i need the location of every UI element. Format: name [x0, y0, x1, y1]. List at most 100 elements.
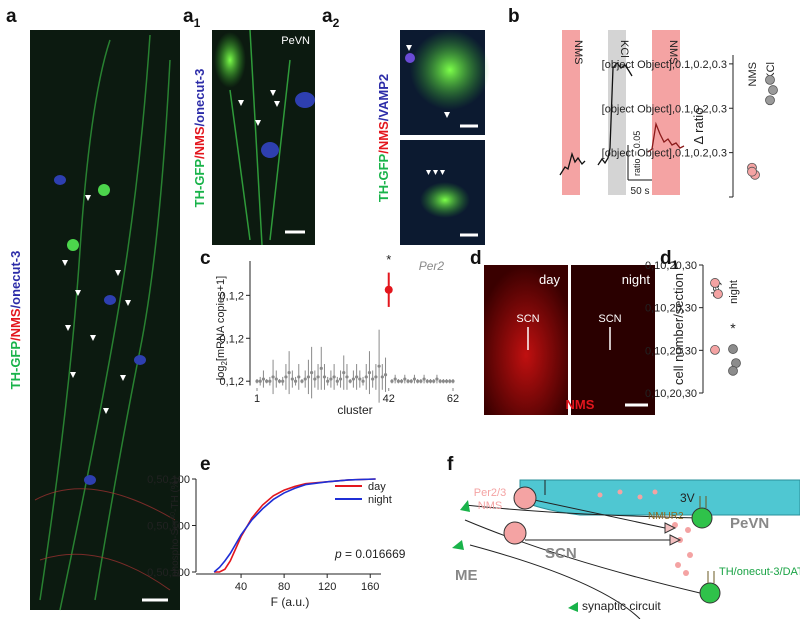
image-d: day night SCN SCN NMS	[484, 265, 655, 415]
point	[284, 375, 288, 379]
y-tick-label: 0,1,2	[220, 376, 244, 388]
legend-label: night	[368, 494, 392, 506]
point	[265, 379, 269, 383]
point	[342, 371, 346, 375]
region-label: ME	[455, 567, 478, 584]
point	[329, 377, 333, 381]
cell-label: TH/onecut-3/DAT	[719, 566, 800, 578]
panel-label: c	[200, 248, 211, 269]
point	[765, 95, 775, 106]
point	[444, 379, 449, 383]
stain-label: TH-GFP/NMS/VAMP2	[376, 74, 391, 202]
x-axis-label: F (a.u.)	[271, 595, 310, 609]
point	[406, 379, 410, 383]
point	[300, 379, 304, 383]
annotation: p = 0.016669	[334, 547, 406, 561]
point	[435, 377, 439, 381]
stain-label: TH-GFP/NMS/onecut-3	[8, 251, 23, 390]
point	[255, 379, 259, 383]
image-a2	[400, 30, 490, 245]
point	[364, 375, 368, 379]
point	[367, 371, 372, 375]
point	[425, 379, 429, 383]
cell-label: Per2/3	[474, 487, 506, 499]
point	[710, 278, 720, 288]
time-label: day	[539, 272, 560, 287]
x-axis-label: cluster	[337, 403, 372, 417]
x-tick-label: 1	[254, 393, 260, 405]
panel-label: e	[200, 454, 211, 475]
point	[765, 74, 775, 85]
point	[358, 377, 362, 381]
point	[451, 379, 455, 383]
y-tick-label: [object Object],0.1,0.2,0.3	[602, 103, 727, 115]
category-label: NMS	[747, 62, 759, 86]
point	[322, 375, 327, 379]
series-line	[213, 478, 376, 573]
stain-label: NMS	[566, 397, 595, 412]
region-label: SCN	[598, 313, 621, 325]
point	[351, 377, 355, 381]
y-label-part: [mRNA copies+1]	[215, 276, 227, 361]
point	[261, 377, 266, 381]
point	[396, 379, 400, 383]
y-label-part: 40	[170, 512, 177, 520]
stimulus-label: NMS	[572, 40, 584, 64]
y-label-part: 2	[220, 361, 229, 366]
y-tick-label: 0,10,20,30	[645, 303, 697, 315]
point	[271, 375, 275, 379]
point	[313, 377, 317, 381]
y-tick-label: [object Object],0.1,0.2,0.3	[602, 148, 727, 160]
stimulus-label: NMS	[667, 40, 679, 64]
legend-label: day	[368, 481, 386, 493]
point	[412, 377, 417, 381]
point	[384, 285, 393, 294]
y-tick-label: [object Object],0.1,0.2,0.3	[602, 59, 727, 71]
panel-label: d	[470, 248, 482, 269]
cell-label: NMS	[478, 500, 502, 512]
y-label-part: -TH (%)	[170, 477, 181, 512]
point	[268, 379, 272, 383]
point	[768, 85, 778, 95]
point	[310, 371, 314, 375]
image-a1: PeVN	[212, 29, 315, 246]
panel-label: a	[6, 6, 17, 27]
y-tick-label: 0,10,20,30	[645, 388, 697, 400]
point	[390, 379, 394, 383]
point	[380, 375, 384, 379]
point	[277, 379, 282, 383]
point	[393, 377, 397, 381]
x-tick-label: 42	[383, 393, 395, 405]
region-label: SCN	[516, 313, 539, 325]
point	[345, 375, 349, 379]
point	[432, 379, 436, 383]
ventricle-label: 3V	[680, 491, 695, 505]
scale-label: ratio = 0.05	[632, 131, 642, 176]
circuit-label: synaptic circuit	[582, 599, 661, 613]
annotation: *	[386, 252, 391, 267]
point	[361, 379, 365, 383]
y-label-part: log	[215, 366, 227, 381]
y-axis-label: phospho-Ser40-TH (%)	[170, 477, 181, 577]
y-tick-label: 0,50,100	[147, 521, 190, 533]
point	[377, 364, 381, 368]
point	[316, 375, 320, 379]
y-tick-label: 0,50,100	[147, 567, 190, 579]
point	[326, 379, 330, 383]
point	[281, 379, 285, 383]
panel-label: f	[447, 454, 454, 475]
point	[419, 379, 423, 383]
y-tick-label: 0,10,20,30	[645, 260, 697, 272]
annotation-part: = 0.016669	[342, 547, 406, 561]
panel-label: a1	[183, 6, 201, 30]
point	[355, 375, 359, 379]
point	[348, 379, 352, 383]
point	[258, 379, 262, 383]
category-label: KCl	[765, 62, 777, 80]
point	[383, 373, 388, 377]
x-tick-label: 120	[318, 581, 336, 593]
point	[428, 379, 433, 383]
traces: NMS KCl NMS ratio = 0.05 50 s	[559, 30, 685, 197]
point	[728, 344, 738, 354]
